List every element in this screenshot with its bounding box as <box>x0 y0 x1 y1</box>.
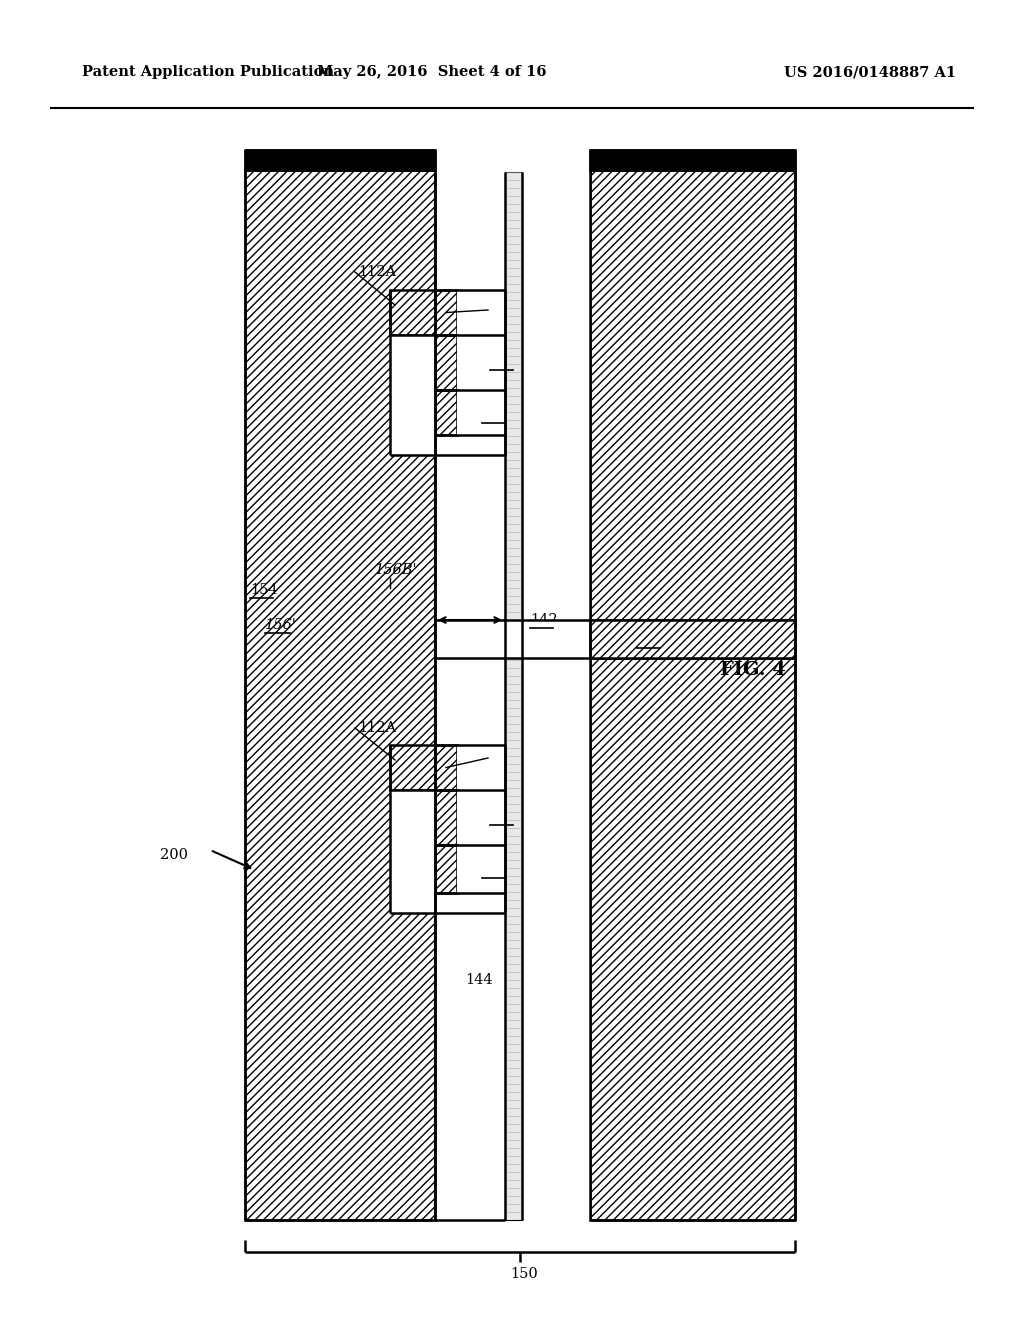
Text: 152: 152 <box>637 634 665 647</box>
Text: US 2016/0148887 A1: US 2016/0148887 A1 <box>784 65 956 79</box>
Bar <box>435 744 457 789</box>
Bar <box>245 150 435 172</box>
Text: 156': 156' <box>265 618 297 632</box>
Bar <box>435 845 457 894</box>
Text: 112A: 112A <box>358 265 396 279</box>
Bar <box>435 455 505 744</box>
Text: 112A: 112A <box>358 721 396 735</box>
Bar <box>245 150 435 1220</box>
Bar <box>435 913 505 1220</box>
Bar <box>390 335 435 455</box>
Bar <box>505 172 522 1220</box>
Text: 160: 160 <box>460 635 487 649</box>
Text: 150: 150 <box>510 1267 538 1280</box>
Bar <box>457 744 505 789</box>
Bar <box>457 789 505 845</box>
Bar <box>522 657 590 1220</box>
Bar <box>435 290 457 335</box>
Text: 112: 112 <box>490 751 518 766</box>
Bar <box>435 389 457 436</box>
Bar <box>390 290 435 335</box>
Bar <box>457 290 505 335</box>
Bar <box>390 789 435 913</box>
Text: 142: 142 <box>530 612 558 627</box>
Text: 112: 112 <box>490 304 518 317</box>
Text: Patent Application Publication: Patent Application Publication <box>82 65 334 79</box>
Text: 154: 154 <box>250 583 278 597</box>
Text: 144: 144 <box>465 973 493 987</box>
Bar <box>435 620 795 657</box>
Bar <box>435 789 457 845</box>
Text: FIG. 4: FIG. 4 <box>720 661 785 678</box>
Bar <box>390 744 435 789</box>
Bar <box>457 335 505 389</box>
Bar <box>590 150 795 172</box>
Text: May 26, 2016  Sheet 4 of 16: May 26, 2016 Sheet 4 of 16 <box>317 65 547 79</box>
Bar <box>435 335 457 389</box>
Text: 200: 200 <box>160 847 188 862</box>
Text: 110: 110 <box>482 863 510 876</box>
Bar <box>457 389 505 436</box>
Bar <box>590 150 795 1220</box>
Bar <box>457 845 505 894</box>
Bar <box>522 172 590 620</box>
Bar <box>590 620 795 657</box>
Text: 156B': 156B' <box>375 564 418 577</box>
Text: 102: 102 <box>490 355 518 370</box>
Bar <box>390 744 435 913</box>
Bar <box>435 172 505 290</box>
Text: 102: 102 <box>490 810 518 824</box>
Bar <box>390 290 435 455</box>
Text: 110: 110 <box>482 408 510 422</box>
